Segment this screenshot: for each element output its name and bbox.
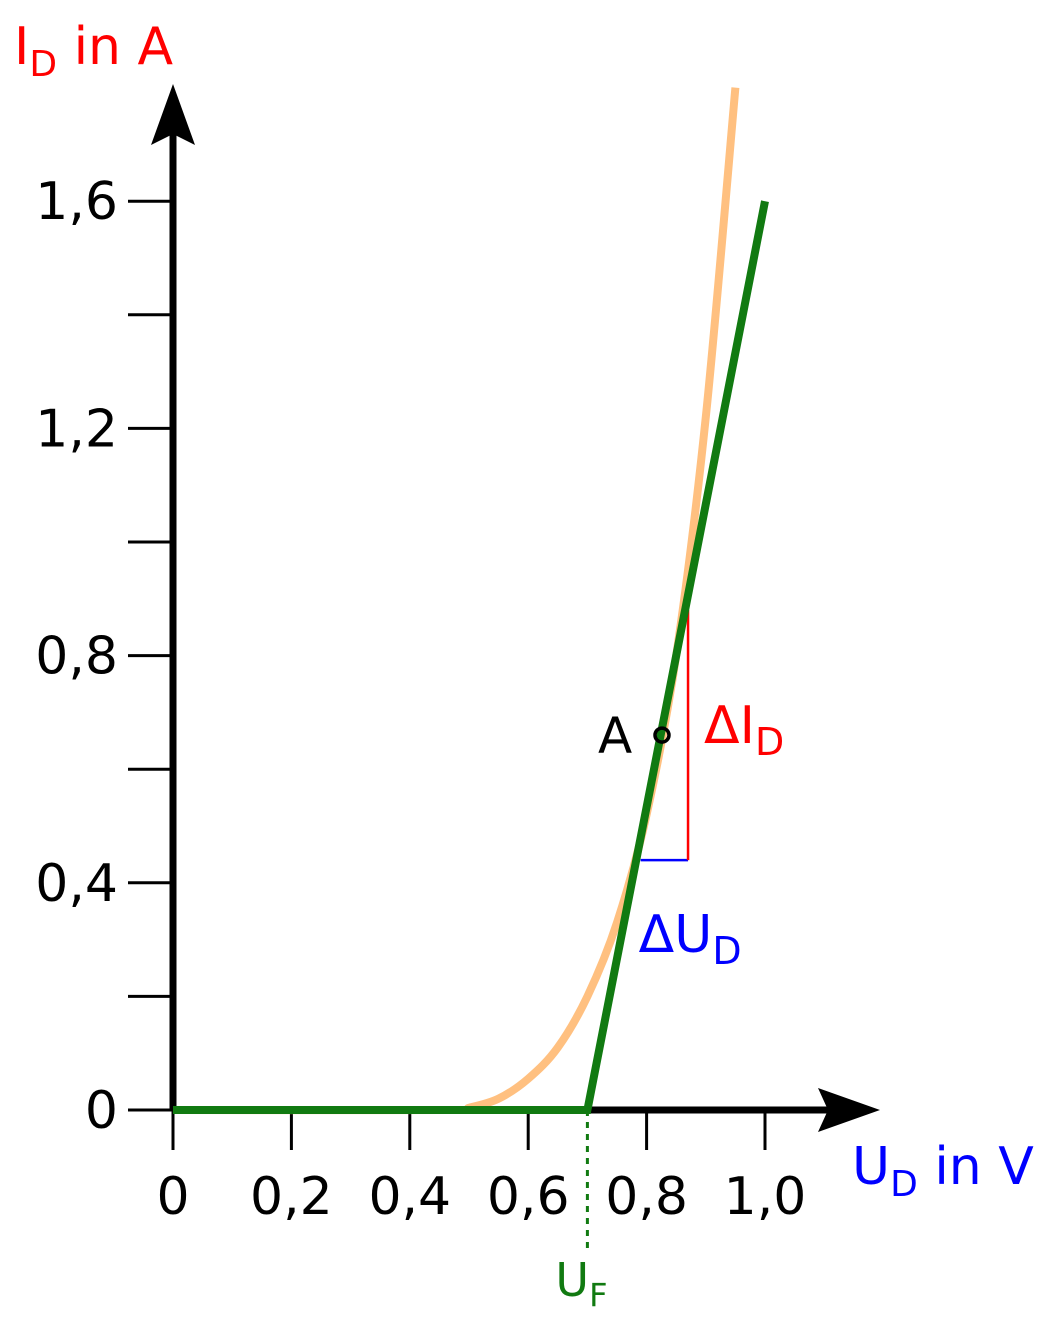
y-axis-title: ID in A <box>14 17 174 85</box>
y-axis-title-sub: D <box>29 44 57 85</box>
delta-i-label: ΔID <box>704 696 784 764</box>
threshold-label-sub: F <box>589 1276 607 1314</box>
delta-i-label-main: ΔI <box>704 696 755 756</box>
y-axis-title-unit: in A <box>57 17 173 77</box>
x-tick-label: 0,6 <box>487 1167 570 1227</box>
y-tick-label: 0 <box>85 1081 118 1141</box>
threshold-label-main: U <box>555 1253 589 1307</box>
x-axis-title-main: U <box>852 1137 890 1197</box>
x-axis-title-unit: in V <box>918 1137 1034 1197</box>
threshold-label: UF <box>555 1253 607 1314</box>
linearized-characteristic-line <box>173 200 769 1114</box>
x-axis-title-sub: D <box>890 1164 918 1205</box>
x-axis-title: UD in V <box>852 1137 1034 1205</box>
x-axis-arrow <box>818 1088 880 1132</box>
delta-u-label-main: ΔU <box>639 905 713 965</box>
operating-point-label: A <box>598 707 632 765</box>
delta-i-label-sub: D <box>755 720 784 764</box>
delta-u-label: ΔUD <box>639 905 742 973</box>
delta-u-label-sub: D <box>712 929 741 973</box>
y-tick-label: 0,4 <box>35 854 118 914</box>
y-axis-title-main: I <box>14 17 29 77</box>
x-tick-label: 1,0 <box>724 1167 807 1227</box>
x-tick-label: 0 <box>156 1167 189 1227</box>
y-tick-label: 1,6 <box>35 172 118 232</box>
y-axis-arrow <box>151 84 195 145</box>
x-tick-label: 0,2 <box>250 1167 333 1227</box>
x-tick-label: 0,4 <box>368 1167 451 1227</box>
y-tick-label: 0,8 <box>35 627 118 687</box>
x-tick-label: 0,8 <box>605 1167 688 1227</box>
operating-point-marker <box>653 726 671 744</box>
y-tick-label: 1,2 <box>35 399 118 459</box>
